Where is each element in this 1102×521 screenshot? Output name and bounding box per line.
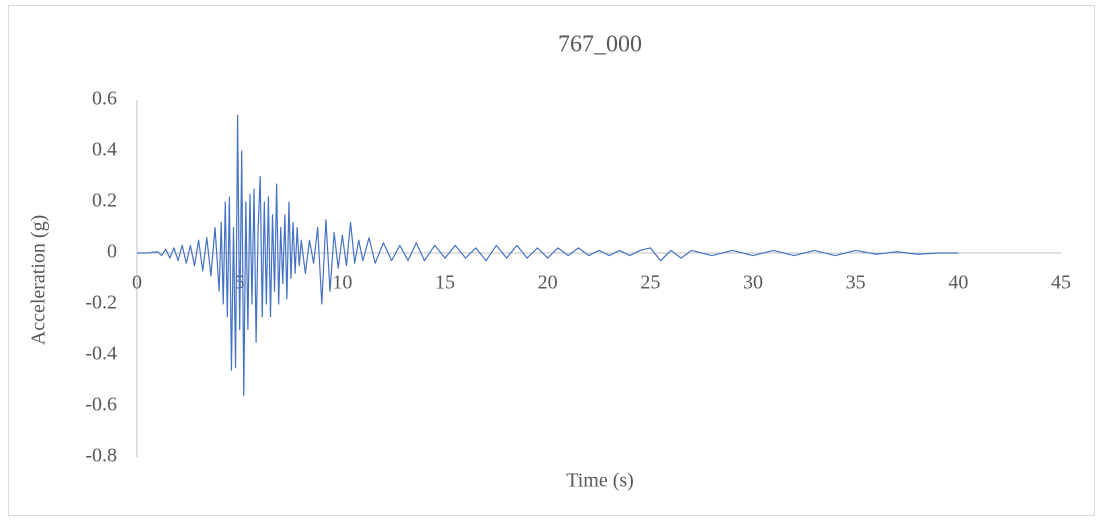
y-tick-label: 0.2 xyxy=(92,190,117,212)
x-tick-label: 35 xyxy=(846,272,866,294)
y-tick-label: 0 xyxy=(107,241,117,263)
x-tick-label: 30 xyxy=(743,272,763,294)
y-tick-label: -0.6 xyxy=(85,394,117,416)
x-tick-label: 20 xyxy=(538,272,558,294)
y-tick-label: 0.4 xyxy=(92,139,117,161)
x-tick-label: 40 xyxy=(948,272,968,294)
x-axis-label: Time (s) xyxy=(566,470,634,492)
data-line xyxy=(137,114,959,397)
x-tick-label: 10 xyxy=(332,272,352,294)
y-tick-label: 0.6 xyxy=(92,88,117,110)
x-tick-label: 45 xyxy=(1051,272,1071,294)
x-tick-label: 15 xyxy=(435,272,455,294)
y-tick-label: -0.8 xyxy=(85,445,117,467)
x-tick-label: 0 xyxy=(132,272,142,294)
y-axis-label: Acceleration (g) xyxy=(28,215,50,345)
chart-title: 767_000 xyxy=(558,32,642,58)
chart-border xyxy=(8,5,1095,516)
y-tick-label: -0.4 xyxy=(85,343,117,365)
x-tick-label: 25 xyxy=(640,272,660,294)
y-tick-label: -0.2 xyxy=(85,292,117,314)
